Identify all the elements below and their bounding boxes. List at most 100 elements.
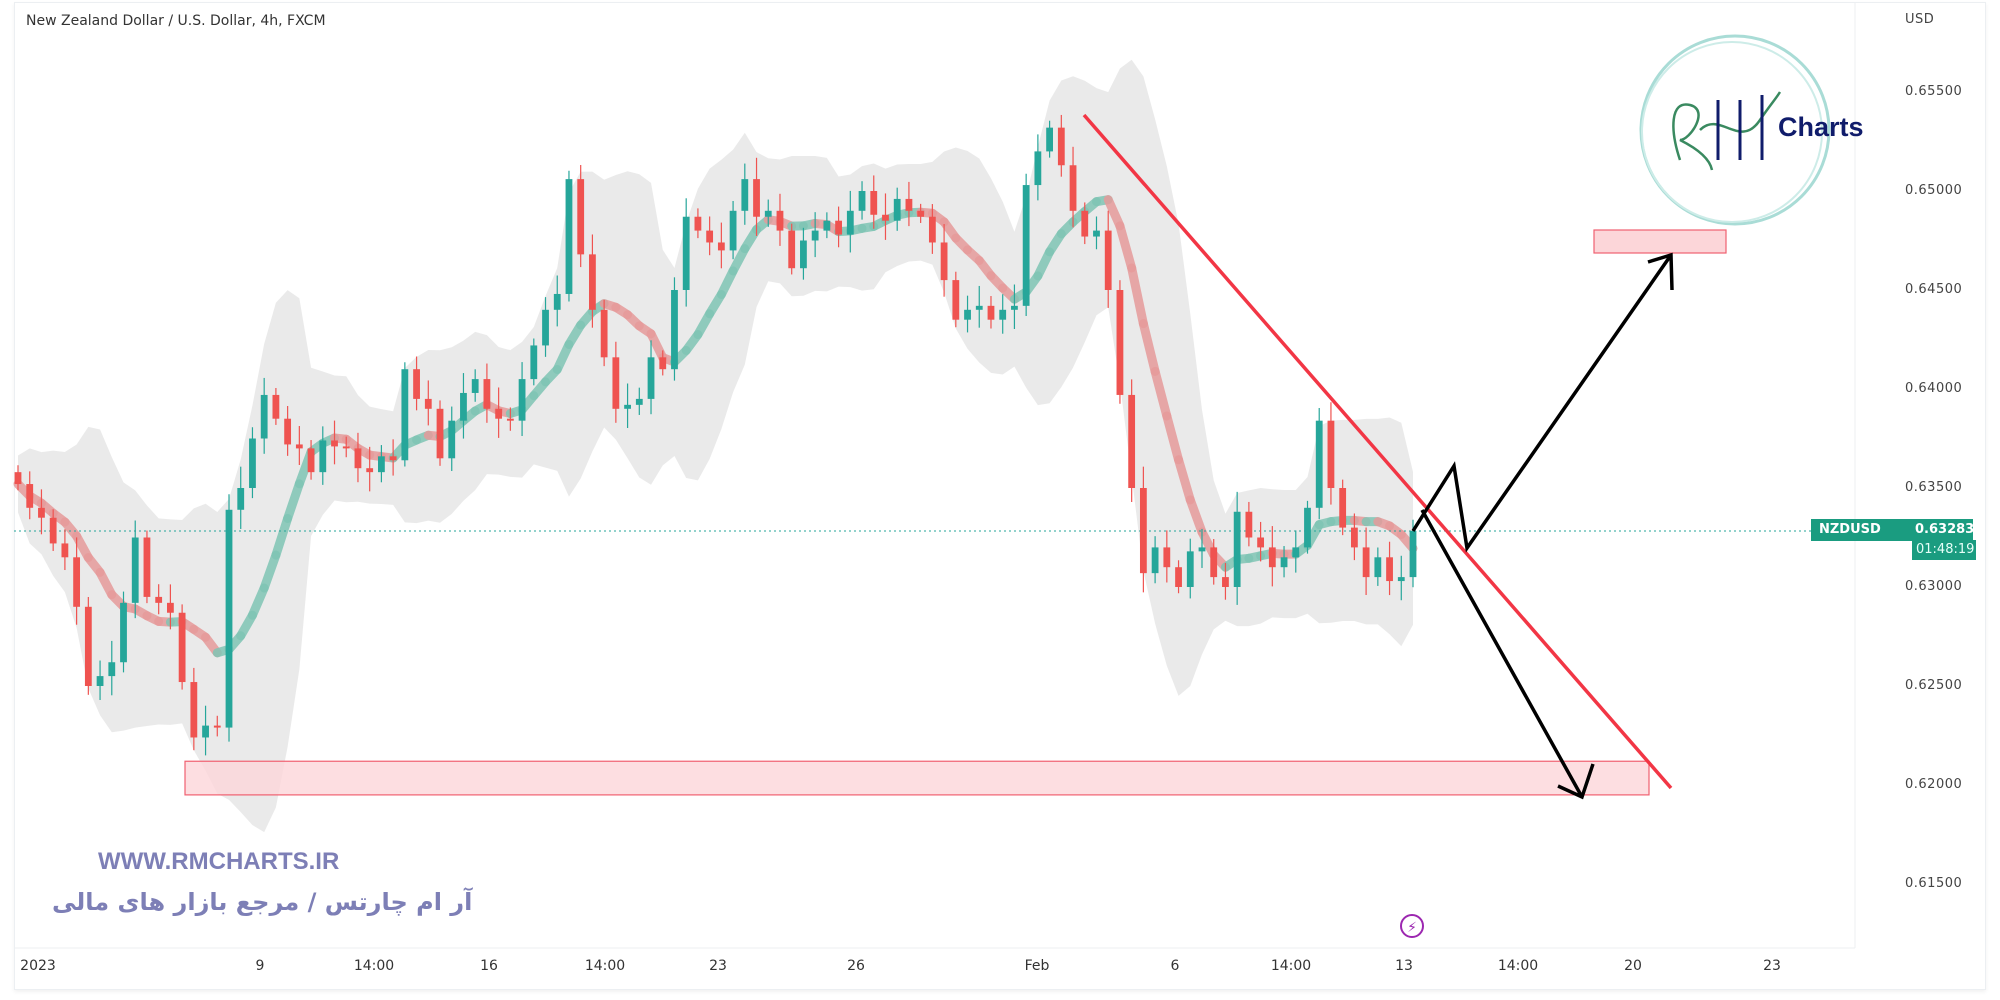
candle-body: [1175, 567, 1182, 587]
candle-body: [26, 484, 34, 508]
candle-body: [917, 210, 925, 217]
candle-body: [1210, 547, 1218, 578]
candle-body: [647, 357, 655, 399]
candle-body: [284, 418, 292, 445]
moving-average-segment: [271, 513, 293, 560]
candle-body: [495, 408, 503, 419]
candle-body: [893, 198, 901, 221]
candle-body: [155, 596, 163, 603]
candle-body: [999, 309, 1007, 320]
moving-average-segment: [1138, 319, 1160, 376]
candle-body: [1268, 547, 1276, 568]
candle-body: [553, 293, 561, 310]
candle-body: [565, 179, 573, 294]
time-tick-label: 14:00: [584, 958, 626, 974]
time-tick-label: 16: [480, 958, 498, 974]
price-tick-label: 0.65000: [1905, 183, 1963, 198]
candle-body: [624, 404, 631, 409]
candle-body: [249, 438, 256, 488]
candle-body: [659, 357, 667, 370]
candle-body: [905, 198, 913, 211]
candle-body: [1046, 127, 1053, 152]
candle-body: [120, 602, 127, 663]
candle-body: [1315, 420, 1323, 508]
candle-body: [682, 216, 690, 290]
candle-body: [753, 179, 760, 217]
moving-average-segment: [247, 583, 269, 620]
time-tick-label: Feb: [1024, 958, 1050, 974]
time-tick-label: 23: [1763, 958, 1781, 974]
target-zone: [1593, 229, 1727, 254]
candle-body: [272, 394, 280, 419]
candle-body: [964, 309, 971, 320]
candle-body: [1327, 420, 1335, 488]
candle-body: [1093, 230, 1100, 237]
candle-body: [764, 210, 772, 217]
candle-body: [823, 220, 831, 231]
logo-text: Charts: [1778, 112, 1864, 142]
candle-body: [460, 392, 467, 421]
candle-body: [987, 305, 995, 320]
time-tick-label: 6: [1170, 958, 1180, 974]
moving-average-segment: [1115, 221, 1137, 273]
candle-body: [354, 448, 362, 469]
candle-body: [1116, 290, 1124, 395]
time-tick-label: 14:00: [353, 958, 395, 974]
candle-body: [1128, 394, 1136, 488]
moving-average-segment: [1174, 455, 1195, 505]
moving-average-segment: [283, 479, 304, 523]
candle-body: [319, 440, 327, 473]
candle-body: [401, 369, 409, 461]
candle-body: [1163, 547, 1171, 568]
time-tick-label: 26: [847, 958, 865, 974]
candle-body: [448, 420, 456, 459]
candle-body: [96, 676, 104, 686]
candle-body: [38, 507, 45, 518]
candle-body: [108, 662, 116, 677]
candle-body: [73, 557, 81, 607]
candle-body: [1292, 547, 1300, 558]
currency-label: USD: [1905, 12, 1935, 27]
candle-body: [166, 602, 174, 613]
candle-body: [846, 210, 854, 235]
candle-body: [342, 446, 350, 449]
candle-body: [190, 682, 198, 738]
moving-average-segment: [1185, 495, 1207, 537]
time-tick-label: 14:00: [1270, 958, 1312, 974]
time-tick-label: 13: [1395, 958, 1413, 974]
chart-title: New Zealand Dollar / U.S. Dollar, 4h, FX…: [26, 13, 326, 29]
chart-frame: [14, 2, 1986, 990]
candle-body: [1222, 577, 1229, 587]
bar-countdown: 01:48:19: [1912, 540, 1976, 560]
candle-body: [1339, 488, 1347, 528]
candle-body: [1233, 511, 1241, 587]
candle-body: [717, 242, 725, 251]
candle-body: [1409, 530, 1417, 578]
price-tick-label: 0.64000: [1905, 381, 1963, 396]
time-tick-label: 14:00: [1497, 958, 1539, 974]
candle-body: [1257, 537, 1265, 548]
candle-body: [882, 214, 889, 221]
candle-body: [178, 612, 186, 683]
candle-body: [1011, 305, 1018, 310]
candle-body: [1022, 185, 1030, 306]
candle-body: [612, 357, 620, 409]
candle-body: [366, 468, 374, 473]
bearish-scenario-arrow: [1420, 509, 1595, 800]
lightning-icon[interactable]: ⚡: [1400, 914, 1424, 938]
candle-body: [1350, 527, 1358, 548]
candle-body: [260, 394, 268, 439]
candle-body: [483, 379, 491, 409]
candle-body: [1034, 151, 1042, 186]
candle-body: [1245, 511, 1253, 538]
candle-body: [378, 456, 385, 473]
time-tick-label: 23: [709, 958, 727, 974]
time-tick-label: 2023: [20, 958, 56, 974]
candle-body: [237, 488, 245, 510]
candle-body: [729, 210, 737, 251]
candle-body: [225, 509, 233, 728]
candle-body: [530, 345, 538, 380]
candle-body: [741, 179, 749, 211]
